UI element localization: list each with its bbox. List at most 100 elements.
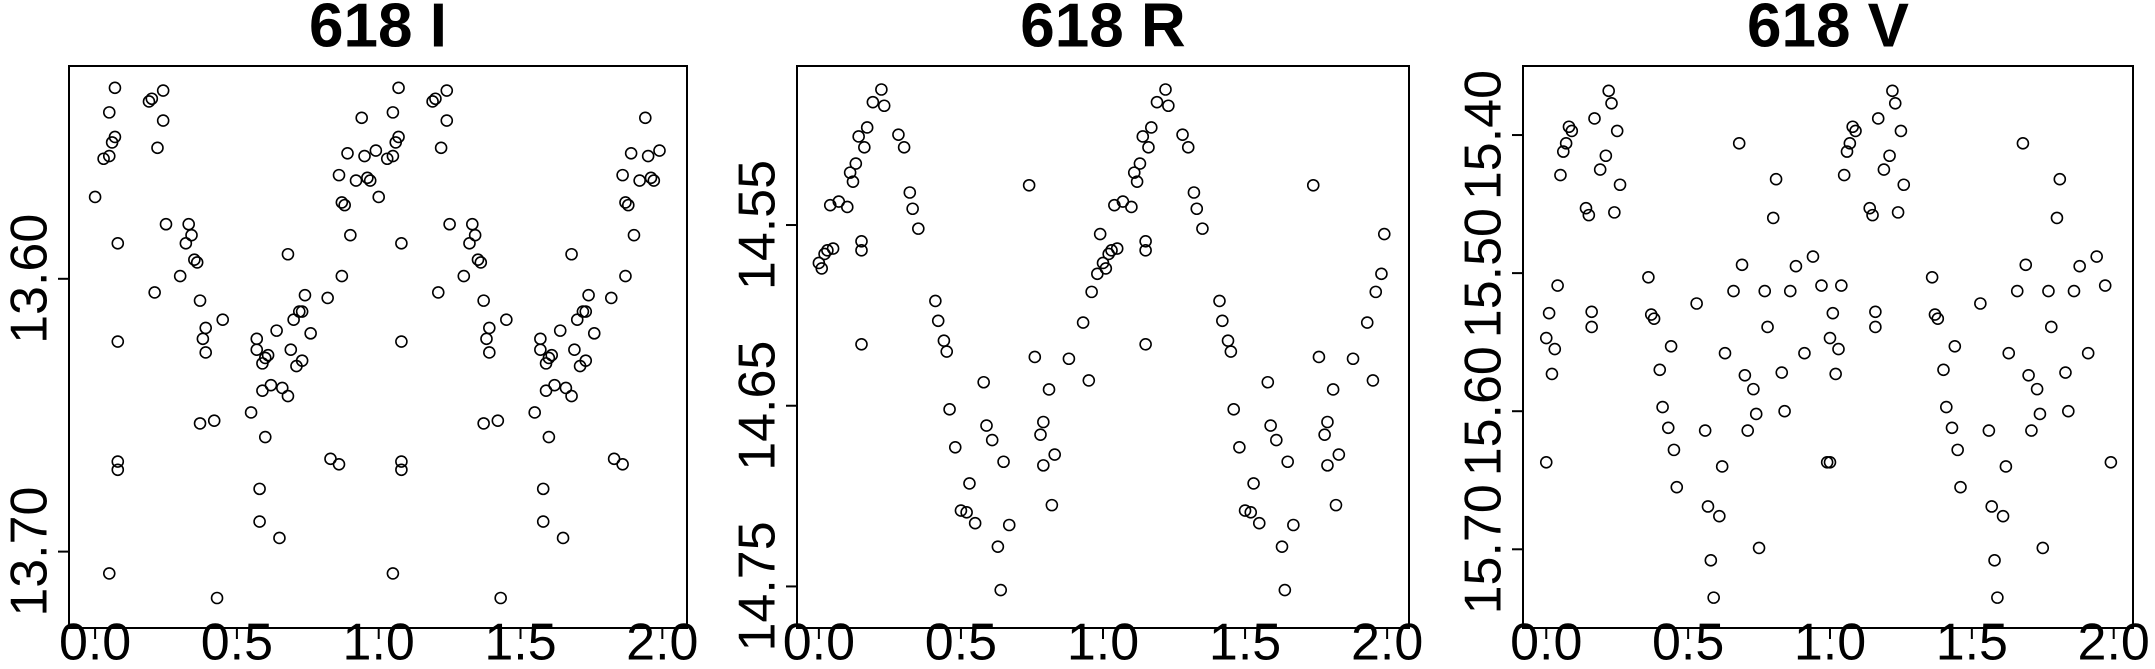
data-point: [392, 130, 405, 144]
data-point: [1133, 157, 1147, 170]
data-point: [332, 168, 346, 182]
data-point: [102, 567, 116, 580]
data-point: [1213, 294, 1226, 308]
data-point: [627, 228, 641, 242]
data-point: [579, 305, 593, 318]
data-point: [1582, 208, 1596, 222]
data-point: [534, 343, 547, 357]
data-point: [1945, 421, 1959, 435]
data-point: [892, 128, 905, 141]
data-point: [156, 114, 170, 127]
data-point: [295, 305, 309, 318]
data-point: [1715, 460, 1729, 473]
data-point: [457, 269, 471, 283]
data-point: [466, 217, 479, 231]
data-point: [188, 253, 201, 266]
data-point: [338, 198, 351, 212]
data-point: [1667, 443, 1681, 457]
data-point: [2081, 346, 2095, 360]
data-point: [1761, 320, 1774, 334]
data-point: [111, 335, 125, 348]
data-point: [906, 202, 919, 216]
data-point: [380, 152, 394, 166]
data-point: [931, 314, 945, 328]
data-point: [548, 378, 561, 392]
data-point: [358, 149, 371, 163]
data-point: [1093, 227, 1107, 241]
data-point: [216, 313, 230, 327]
data-point: [355, 111, 368, 125]
x-tick-label: 2.0: [626, 614, 698, 669]
data-point: [565, 247, 578, 261]
data-point: [2059, 366, 2072, 379]
data-point: [1326, 383, 1340, 396]
data-point: [1707, 591, 1720, 604]
data-point: [937, 334, 951, 347]
data-point: [1287, 518, 1300, 532]
data-point: [619, 269, 632, 283]
data-point: [542, 430, 556, 444]
data-point: [270, 324, 283, 337]
x-tick-label: 0.0: [59, 614, 131, 669]
data-point: [1835, 279, 1848, 292]
data-point: [858, 141, 871, 154]
data-point: [477, 417, 490, 430]
data-point: [304, 327, 317, 340]
data-point: [1789, 259, 1803, 273]
y-tick-label: 14.75: [729, 521, 787, 651]
data-point: [483, 321, 496, 335]
data-point: [621, 198, 635, 212]
data-point: [1099, 262, 1113, 275]
data-point: [386, 567, 400, 580]
data-point: [250, 332, 264, 346]
data-point: [1982, 424, 1996, 437]
data-point: [1985, 500, 1999, 513]
data-point: [361, 171, 374, 185]
data-point: [1585, 320, 1598, 334]
data-point: [1548, 342, 1562, 356]
data-point: [1642, 270, 1655, 284]
data-point: [1221, 334, 1235, 347]
data-point: [1002, 518, 1016, 532]
data-point: [821, 244, 834, 257]
data-point: [1948, 340, 1962, 353]
data-point: [843, 166, 857, 179]
data-point: [1238, 504, 1252, 517]
data-point: [877, 99, 891, 113]
data-point: [866, 95, 880, 109]
data-point: [1545, 367, 1559, 381]
data-point: [443, 217, 456, 231]
data-point: [1798, 346, 1811, 360]
data-point: [1999, 460, 2013, 473]
data-point: [190, 256, 204, 269]
data-point: [545, 348, 559, 362]
data-point: [1150, 95, 1164, 109]
data-point: [1661, 421, 1675, 435]
data-point: [604, 291, 618, 305]
data-point: [1145, 121, 1158, 134]
data-point: [1377, 227, 1391, 241]
data-point: [855, 244, 868, 257]
data-point: [2016, 137, 2030, 150]
data-point: [1264, 419, 1277, 432]
data-point: [826, 242, 840, 255]
data-point: [1585, 305, 1598, 319]
data-point: [1698, 424, 1712, 437]
data-point: [1346, 352, 1360, 366]
data-point: [1925, 270, 1939, 284]
data-point: [148, 286, 161, 299]
data-point: [852, 130, 865, 143]
data-point: [395, 455, 408, 468]
plot-frame: [796, 65, 1410, 629]
data-point: [386, 106, 400, 119]
data-point: [281, 389, 295, 403]
data-point: [1554, 168, 1567, 182]
data-point: [1713, 509, 1726, 523]
data-point: [985, 433, 999, 447]
data-point: [332, 458, 346, 471]
data-point: [2098, 279, 2112, 292]
data-point: [556, 531, 570, 545]
data-point: [1082, 374, 1096, 387]
